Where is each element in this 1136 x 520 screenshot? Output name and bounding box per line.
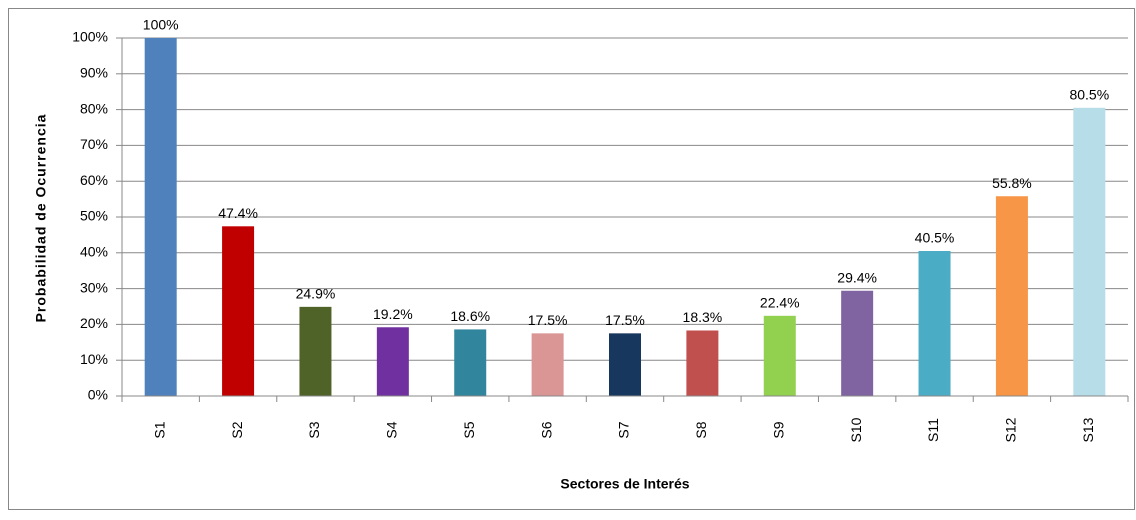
value-label: 17.5%	[605, 312, 645, 328]
value-label: 55.8%	[992, 175, 1032, 191]
x-tick-label: S7	[616, 421, 632, 438]
bar	[222, 226, 255, 396]
bar	[299, 306, 332, 396]
x-tick-label: S6	[538, 421, 554, 438]
x-tick-label: S3	[306, 421, 322, 438]
y-tick-label: 60%	[80, 172, 108, 188]
y-tick-label: 100%	[72, 29, 108, 45]
y-tick-label: 50%	[80, 208, 108, 224]
y-tick-label: 40%	[80, 244, 108, 260]
y-tick-label: 0%	[88, 387, 108, 403]
value-label: 17.5%	[528, 312, 568, 328]
x-tick-label: S1	[151, 421, 167, 438]
value-label: 100%	[143, 17, 179, 33]
x-tick-label: S4	[384, 421, 400, 438]
bar	[144, 38, 177, 396]
chart-frame	[8, 8, 1135, 510]
value-label: 18.6%	[450, 308, 490, 324]
x-tick-label: S11	[925, 418, 941, 442]
x-tick-label: S12	[1003, 417, 1019, 442]
y-tick-label: 10%	[80, 351, 108, 367]
value-label: 24.9%	[296, 286, 336, 302]
bar	[763, 315, 796, 396]
bar	[686, 330, 719, 396]
y-tick-label: 90%	[80, 65, 108, 81]
y-tick-label: 80%	[80, 100, 108, 116]
value-label: 40.5%	[915, 230, 955, 246]
value-label: 22.4%	[760, 295, 800, 311]
y-tick-label: 70%	[80, 136, 108, 152]
x-tick-label: S13	[1080, 417, 1096, 442]
value-label: 18.3%	[683, 309, 723, 325]
value-label: 29.4%	[837, 269, 877, 285]
bar	[918, 251, 951, 396]
x-tick-label: S10	[848, 417, 864, 442]
x-tick-label: S9	[770, 421, 786, 438]
value-label: 47.4%	[218, 205, 258, 221]
value-label: 19.2%	[373, 306, 413, 322]
y-axis-label: Probabilidad de Ocurrencia	[33, 114, 49, 323]
value-label: 80.5%	[1069, 87, 1109, 103]
bar	[609, 333, 641, 396]
bar	[454, 329, 487, 396]
bar	[531, 333, 564, 396]
bar	[376, 327, 409, 396]
y-tick-label: 30%	[80, 279, 108, 295]
x-axis-label: Sectores de Interés	[560, 476, 689, 492]
bar	[995, 196, 1028, 396]
y-tick-label: 20%	[80, 315, 108, 331]
bar	[841, 290, 874, 396]
bar	[1073, 107, 1106, 396]
x-tick-label: S5	[461, 421, 477, 438]
x-tick-label: S2	[229, 421, 245, 438]
x-tick-label: S8	[693, 421, 709, 438]
